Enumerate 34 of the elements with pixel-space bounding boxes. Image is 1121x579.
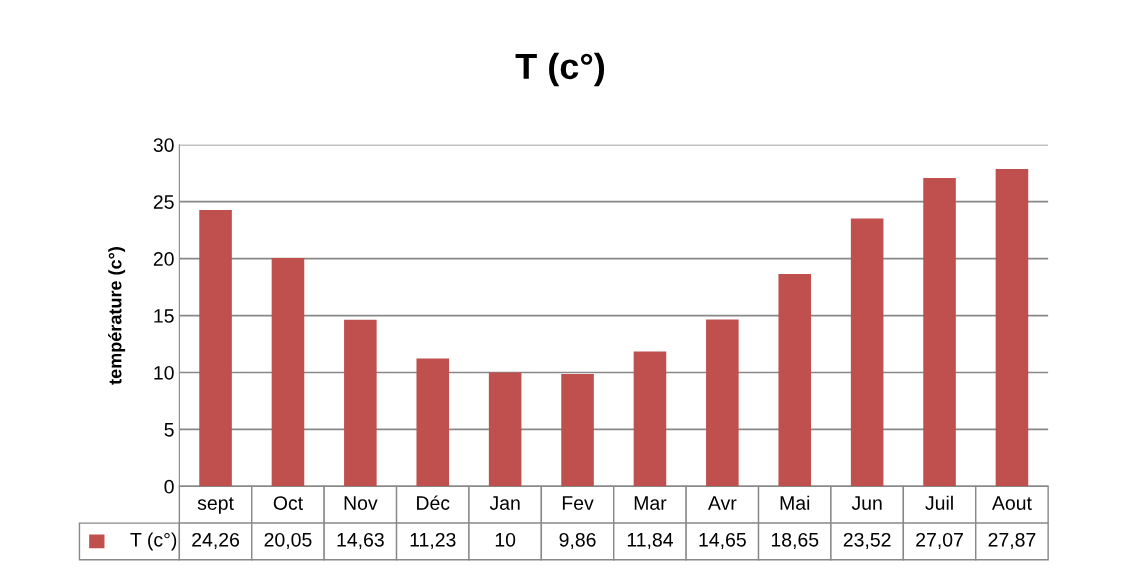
x-tick-label: Aout xyxy=(991,496,1032,510)
y-tick-label: 25 xyxy=(153,195,174,209)
y-tick-label: 5 xyxy=(164,423,174,437)
x-tick-label: Mai xyxy=(780,495,810,510)
x-tick-label: Oct xyxy=(273,496,303,510)
x-tick-label: Avr xyxy=(707,496,737,510)
y-tick-label: 20 xyxy=(153,252,174,266)
data-label: 11,84 xyxy=(627,532,673,549)
x-tick-label: Mar xyxy=(634,496,667,510)
x-tick-label: sept xyxy=(197,497,234,514)
data-label: 10 xyxy=(495,532,516,547)
y-tick-label: 0 xyxy=(164,479,174,494)
x-tick-label: Jan xyxy=(489,496,520,510)
x-tick-label: Fev xyxy=(562,496,594,510)
data-label: 24,26 xyxy=(192,532,240,549)
data-label: 27,87 xyxy=(988,532,1036,549)
x-tick-label: Nov xyxy=(344,496,378,510)
data-label: 18,65 xyxy=(771,532,819,549)
y-tick-label: 30 xyxy=(153,138,174,152)
y-axis-title: température (c°) xyxy=(108,247,126,385)
x-tick-label: Jun xyxy=(851,496,882,510)
data-label: 20,05 xyxy=(264,532,312,549)
x-tick-label: Déc xyxy=(417,495,450,510)
x-tick-label: Juil xyxy=(925,495,953,510)
y-tick-label: 10 xyxy=(154,365,174,380)
data-label: 23,52 xyxy=(843,532,891,549)
y-tick-label: 15 xyxy=(154,309,174,323)
chart-title: T (c°) xyxy=(515,52,605,87)
data-label: 11,23 xyxy=(410,532,456,549)
legend-label: T (c°) xyxy=(130,532,177,551)
data-label: 14,65 xyxy=(699,532,746,549)
data-label: 9,86 xyxy=(559,532,596,549)
data-label: 14,63 xyxy=(337,532,384,549)
data-label: 27,07 xyxy=(916,532,963,549)
